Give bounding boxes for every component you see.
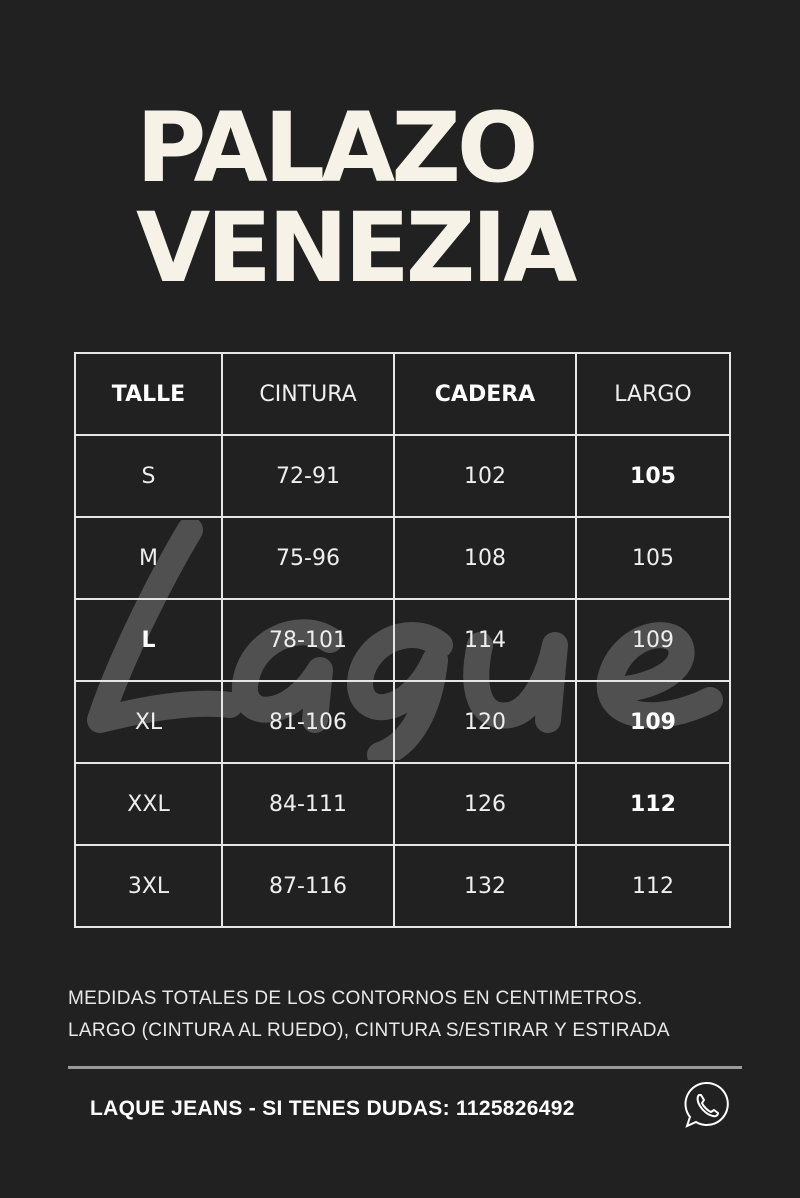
divider — [68, 1066, 742, 1069]
table-row: XL 81-106 120 109 — [74, 680, 731, 764]
page-title: PALAZO VENEZIA — [136, 92, 577, 304]
measurement-notes: MEDIDAS TOTALES DE LOS CONTORNOS EN CENT… — [68, 983, 670, 1047]
cell-talle: XL — [74, 680, 223, 764]
column-header-largo: LARGO — [575, 352, 731, 436]
cell-cadera: 132 — [393, 844, 577, 928]
column-header-talle: TALLE — [74, 352, 223, 436]
cell-cadera: 120 — [393, 680, 577, 764]
size-table: TALLE CINTURA CADERA LARGO S 72-91 102 105 M 75-9… — [74, 352, 731, 928]
header-row: TALLE CINTURA CADERA LARGO — [74, 352, 731, 436]
cell-cintura: 81-106 — [221, 680, 395, 764]
cell-largo: 109 — [575, 598, 731, 682]
table-row: 3XL 87-116 132 112 — [74, 844, 731, 928]
cell-cintura: 87-116 — [221, 844, 395, 928]
cell-talle: 3XL — [74, 844, 223, 928]
whatsapp-icon — [684, 1081, 729, 1128]
cell-cintura: 75-96 — [221, 516, 395, 600]
cell-cintura: 72-91 — [221, 434, 395, 518]
title-line-1: PALAZO — [136, 92, 539, 204]
cell-largo: 105 — [575, 516, 731, 600]
column-header-cintura: CINTURA — [221, 352, 395, 436]
cell-talle: S — [74, 434, 223, 518]
cell-talle: L — [74, 598, 223, 682]
cell-cadera: 108 — [393, 516, 577, 600]
table-row: S 72-91 102 105 — [74, 434, 731, 518]
cell-cadera: 102 — [393, 434, 577, 518]
cell-largo: 112 — [575, 844, 731, 928]
table-row: XXL 84-111 126 112 — [74, 762, 731, 846]
column-header-cadera: CADERA — [393, 352, 577, 436]
note-line-1: MEDIDAS TOTALES DE LOS CONTORNOS EN CENT… — [68, 988, 643, 1009]
cell-cintura: 78-101 — [221, 598, 395, 682]
cell-talle: XXL — [74, 762, 223, 846]
table-row: L 78-101 114 109 — [74, 598, 731, 682]
cell-cadera: 114 — [393, 598, 577, 682]
cell-largo: 105 — [575, 434, 731, 518]
cell-largo: 109 — [575, 680, 731, 764]
cell-largo: 112 — [575, 762, 731, 846]
cell-cintura: 84-111 — [221, 762, 395, 846]
cell-cadera: 126 — [393, 762, 577, 846]
table-row: M 75-96 108 105 — [74, 516, 731, 600]
note-line-2: LARGO (CINTURA AL RUEDO), CINTURA S/ESTI… — [68, 1020, 670, 1041]
contact-text: LAQUE JEANS - SI TENES DUDAS: 1125826492 — [90, 1097, 575, 1120]
title-line-2: VENEZIA — [136, 192, 577, 304]
cell-talle: M — [74, 516, 223, 600]
